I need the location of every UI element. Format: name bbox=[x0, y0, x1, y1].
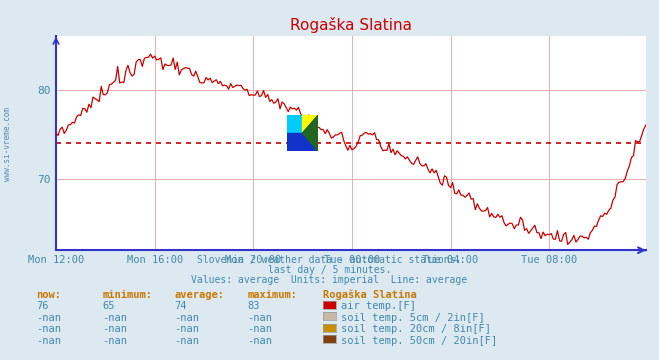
Text: air temp.[F]: air temp.[F] bbox=[341, 301, 416, 311]
Text: -nan: -nan bbox=[247, 313, 272, 323]
Text: maximum:: maximum: bbox=[247, 290, 297, 300]
Title: Rogaška Slatina: Rogaška Slatina bbox=[290, 17, 412, 33]
Text: last day / 5 minutes.: last day / 5 minutes. bbox=[268, 265, 391, 275]
Text: soil temp. 50cm / 20in[F]: soil temp. 50cm / 20in[F] bbox=[341, 336, 498, 346]
Text: -nan: -nan bbox=[102, 324, 127, 334]
Text: -nan: -nan bbox=[247, 324, 272, 334]
Text: -nan: -nan bbox=[36, 324, 61, 334]
Text: Values: average  Units: imperial  Line: average: Values: average Units: imperial Line: av… bbox=[191, 275, 468, 285]
Text: -nan: -nan bbox=[175, 313, 200, 323]
Text: -nan: -nan bbox=[36, 336, 61, 346]
Text: -nan: -nan bbox=[175, 324, 200, 334]
Text: 83: 83 bbox=[247, 301, 260, 311]
Text: -nan: -nan bbox=[102, 336, 127, 346]
Polygon shape bbox=[302, 115, 318, 151]
Text: Rogaška Slatina: Rogaška Slatina bbox=[323, 290, 416, 300]
Text: www.si-vreme.com: www.si-vreme.com bbox=[3, 107, 13, 181]
Text: average:: average: bbox=[175, 290, 225, 300]
Text: -nan: -nan bbox=[247, 336, 272, 346]
Text: 65: 65 bbox=[102, 301, 115, 311]
Text: -nan: -nan bbox=[102, 313, 127, 323]
Text: Slovenia / weather data - automatic stations.: Slovenia / weather data - automatic stat… bbox=[197, 255, 462, 265]
Bar bbox=[302, 115, 318, 133]
Text: soil temp. 20cm / 8in[F]: soil temp. 20cm / 8in[F] bbox=[341, 324, 492, 334]
Bar bbox=[287, 115, 302, 133]
Text: soil temp. 5cm / 2in[F]: soil temp. 5cm / 2in[F] bbox=[341, 313, 485, 323]
Text: minimum:: minimum: bbox=[102, 290, 152, 300]
Text: -nan: -nan bbox=[36, 313, 61, 323]
Text: 76: 76 bbox=[36, 301, 49, 311]
Bar bbox=[287, 133, 302, 151]
Polygon shape bbox=[302, 115, 318, 151]
Text: now:: now: bbox=[36, 290, 61, 300]
Text: 74: 74 bbox=[175, 301, 187, 311]
Text: -nan: -nan bbox=[175, 336, 200, 346]
